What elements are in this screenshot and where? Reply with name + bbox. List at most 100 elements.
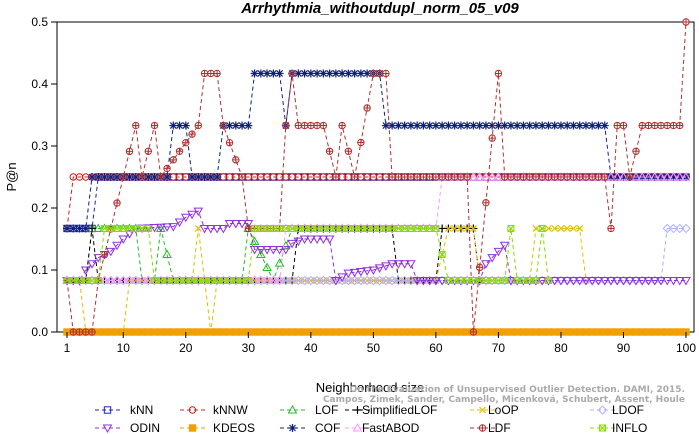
- data-point: [368, 266, 379, 276]
- data-point: [382, 69, 390, 78]
- data-point: [119, 173, 127, 181]
- data-point: [469, 225, 477, 232]
- data-point: [493, 171, 504, 181]
- data-point: [488, 121, 497, 130]
- data-point: [575, 121, 584, 130]
- data-point: [363, 69, 372, 78]
- data-point: [356, 69, 365, 78]
- series-knn: [63, 173, 690, 233]
- data-point: [313, 69, 322, 78]
- data-point: [268, 275, 279, 286]
- data-point: [612, 277, 623, 286]
- data-point: [262, 262, 272, 272]
- data-point: [544, 277, 552, 285]
- data-point: [531, 121, 540, 130]
- data-point: [651, 328, 659, 336]
- legend-item-ldf: LDF: [470, 421, 511, 434]
- data-point: [257, 328, 265, 336]
- legend-label: LDOF: [612, 403, 644, 417]
- data-point: [387, 260, 397, 269]
- data-point: [319, 328, 328, 336]
- data-point: [150, 121, 159, 130]
- data-point: [550, 121, 559, 130]
- x-tick-label: 20: [179, 341, 193, 355]
- data-point: [525, 328, 534, 336]
- data-point: [274, 275, 285, 285]
- data-point: [532, 173, 540, 181]
- series-lof: [62, 223, 441, 285]
- data-point: [513, 328, 521, 336]
- data-point: [124, 230, 135, 239]
- data-point: [457, 225, 465, 232]
- data-point: [194, 173, 203, 181]
- data-point: [606, 171, 616, 181]
- data-point: [626, 173, 634, 181]
- data-point: [582, 328, 590, 336]
- legend-item-kdeos: KDEOS: [180, 421, 255, 434]
- legend-marker: [103, 406, 112, 414]
- data-point: [299, 235, 310, 245]
- data-point: [388, 121, 397, 130]
- data-point: [444, 328, 453, 336]
- data-point: [507, 224, 515, 232]
- data-point: [99, 275, 110, 286]
- data-point: [532, 277, 540, 285]
- data-point: [624, 277, 635, 286]
- legend: kNN kNNW LOF SimplifiedLOF LoOP LDOF ODIN KDEOS…: [95, 403, 647, 434]
- series-line: [67, 73, 686, 229]
- x-tick-label: 30: [242, 341, 256, 355]
- data-point: [307, 121, 315, 130]
- data-point: [238, 328, 246, 336]
- data-point: [293, 237, 304, 247]
- data-point: [663, 121, 671, 130]
- data-point: [656, 277, 666, 286]
- data-point: [432, 173, 440, 181]
- data-point: [444, 173, 453, 181]
- legend-marker: [597, 405, 608, 415]
- data-point: [250, 69, 259, 78]
- data-point: [288, 328, 296, 336]
- data-point: [300, 121, 309, 130]
- data-point: [662, 223, 672, 234]
- data-point: [344, 69, 353, 78]
- data-point: [606, 173, 615, 181]
- data-point: [88, 173, 97, 181]
- data-point: [612, 171, 623, 181]
- data-point: [357, 328, 365, 336]
- data-point: [425, 328, 434, 336]
- data-point: [357, 138, 365, 147]
- data-point: [94, 173, 103, 181]
- legend-label: LOF: [315, 403, 338, 417]
- data-point: [144, 328, 152, 336]
- data-point: [513, 173, 521, 181]
- data-point: [125, 173, 134, 181]
- data-point: [576, 328, 584, 336]
- data-point: [493, 247, 504, 257]
- data-point: [413, 173, 421, 181]
- data-point: [112, 241, 122, 251]
- data-point: [544, 328, 553, 336]
- data-point: [213, 69, 221, 78]
- data-point: [144, 173, 153, 181]
- data-point: [675, 173, 684, 181]
- x-tick-label: 100: [676, 341, 696, 355]
- data-point: [300, 328, 309, 336]
- data-point: [180, 213, 191, 223]
- data-point: [338, 328, 346, 336]
- data-point: [400, 121, 409, 130]
- x-tick-label: 50: [367, 341, 381, 355]
- data-point: [488, 134, 496, 142]
- data-point: [150, 328, 159, 336]
- data-point: [255, 275, 266, 285]
- data-point: [94, 277, 102, 285]
- data-point: [656, 173, 665, 181]
- data-point: [638, 121, 646, 130]
- data-point: [206, 173, 215, 181]
- data-point: [256, 69, 265, 78]
- data-point: [519, 328, 528, 336]
- series-inflo: [63, 224, 552, 285]
- legend-marker: [287, 404, 298, 414]
- data-point: [569, 328, 578, 336]
- data-point: [132, 121, 140, 130]
